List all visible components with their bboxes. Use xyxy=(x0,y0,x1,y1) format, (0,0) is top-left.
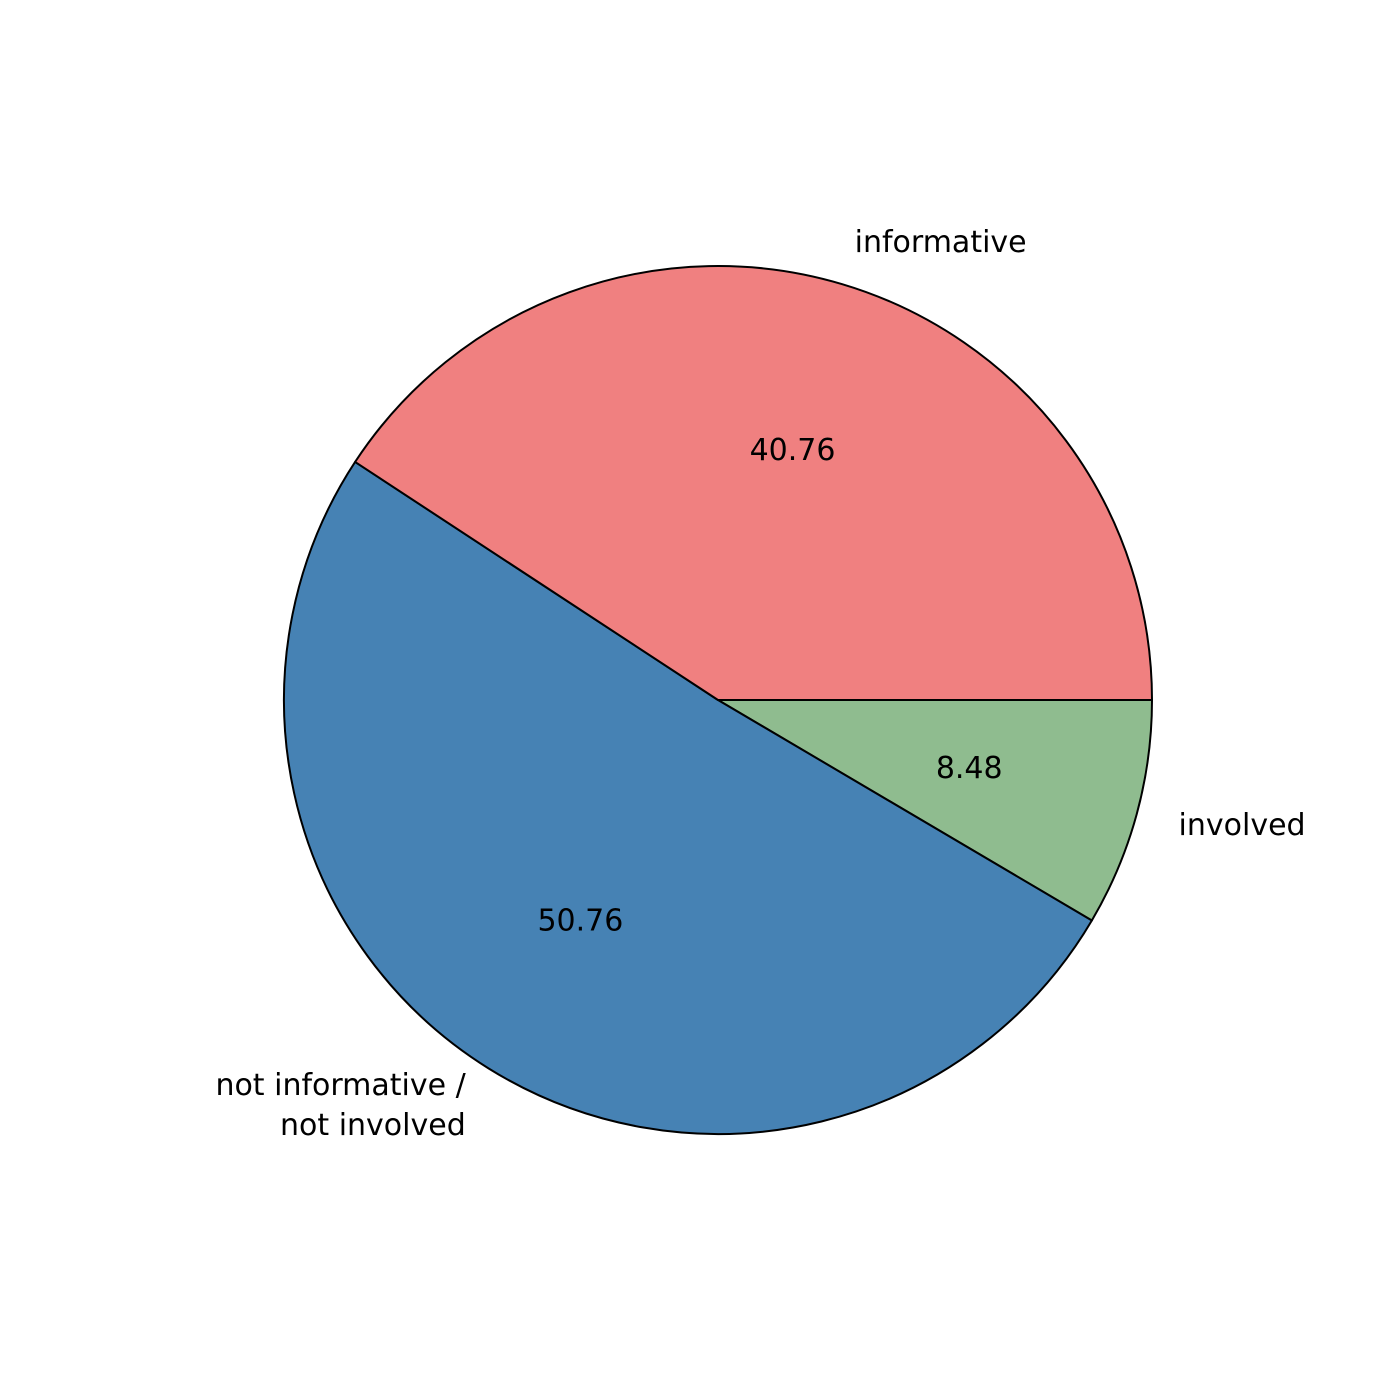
pie-value-label-informative: 40.76 xyxy=(750,433,836,468)
pie-slice-not-informative-not-involved xyxy=(283,460,1093,1135)
pie-value-label-not-informative-not-involved: 50.76 xyxy=(537,904,623,939)
pie-category-label-line: involved xyxy=(1179,808,1306,843)
pie-slice-informative xyxy=(354,265,1153,701)
pie-category-label-line: not informative / xyxy=(215,1068,466,1103)
pie-category-label-not-informative-not-involved: not informative / not involved xyxy=(215,1068,466,1143)
pie-slice-involved xyxy=(717,699,1153,922)
pie-category-label-line: not involved xyxy=(280,1108,466,1143)
pie-value-labels: 8.48 50.76 40.76 xyxy=(537,433,1002,939)
pie-category-label-involved: involved xyxy=(1179,808,1306,843)
pie-category-label-line: informative xyxy=(855,225,1027,260)
pie-value-label-involved: 8.48 xyxy=(936,751,1003,786)
pie-category-label-informative: informative xyxy=(855,225,1027,260)
pie-slices xyxy=(283,265,1153,1135)
pie-category-labels: involved not informative / not involved inf… xyxy=(215,225,1305,1143)
